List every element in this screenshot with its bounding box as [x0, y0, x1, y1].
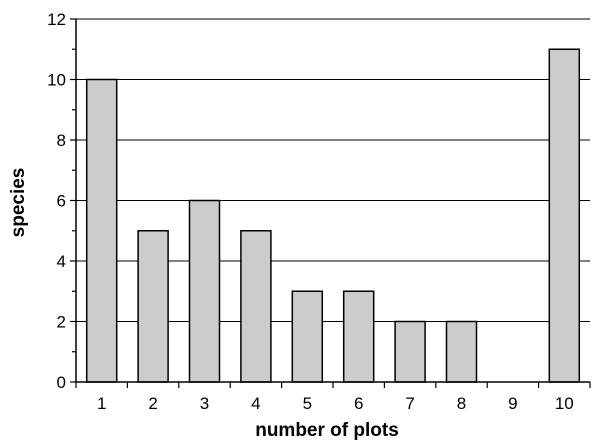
- y-tick-label: 6: [57, 192, 66, 211]
- x-tick-labels: 1 2 3 4 5 6 7 8 9 10: [97, 394, 574, 413]
- bar-5: [291, 290, 324, 383]
- y-tick-label: 2: [57, 313, 66, 332]
- x-tick-label: 10: [555, 394, 574, 413]
- x-tick-label: 4: [251, 394, 260, 413]
- y-tick-label: 8: [57, 131, 66, 150]
- x-tick-label: 8: [457, 394, 466, 413]
- bar-1: [85, 78, 118, 383]
- y-tick-label: 4: [57, 252, 66, 271]
- bar-7: [394, 320, 426, 383]
- x-tick-label: 3: [200, 394, 209, 413]
- x-tick-label: 9: [508, 394, 517, 413]
- x-tick-label: 1: [97, 394, 106, 413]
- axes: [70, 18, 591, 388]
- y-tick-label: 12: [47, 10, 66, 29]
- x-tick-label: 2: [148, 394, 157, 413]
- bar-8: [445, 320, 478, 383]
- x-tick-label: 5: [303, 394, 312, 413]
- y-tick-label: 0: [57, 373, 66, 392]
- bar-3: [188, 199, 221, 383]
- x-tick-label: 6: [354, 394, 363, 413]
- bar-10: [548, 48, 581, 383]
- bar-2: [137, 230, 169, 383]
- y-tick-labels: 0 2 4 6 8 10 12: [47, 10, 66, 392]
- x-tick-label: 7: [405, 394, 414, 413]
- x-axis-title: number of plots: [255, 420, 399, 441]
- bar-6: [342, 290, 375, 383]
- bar-4: [240, 230, 272, 383]
- bars: [85, 48, 581, 383]
- y-axis-title: species: [8, 168, 29, 238]
- y-tick-label: 10: [47, 71, 66, 90]
